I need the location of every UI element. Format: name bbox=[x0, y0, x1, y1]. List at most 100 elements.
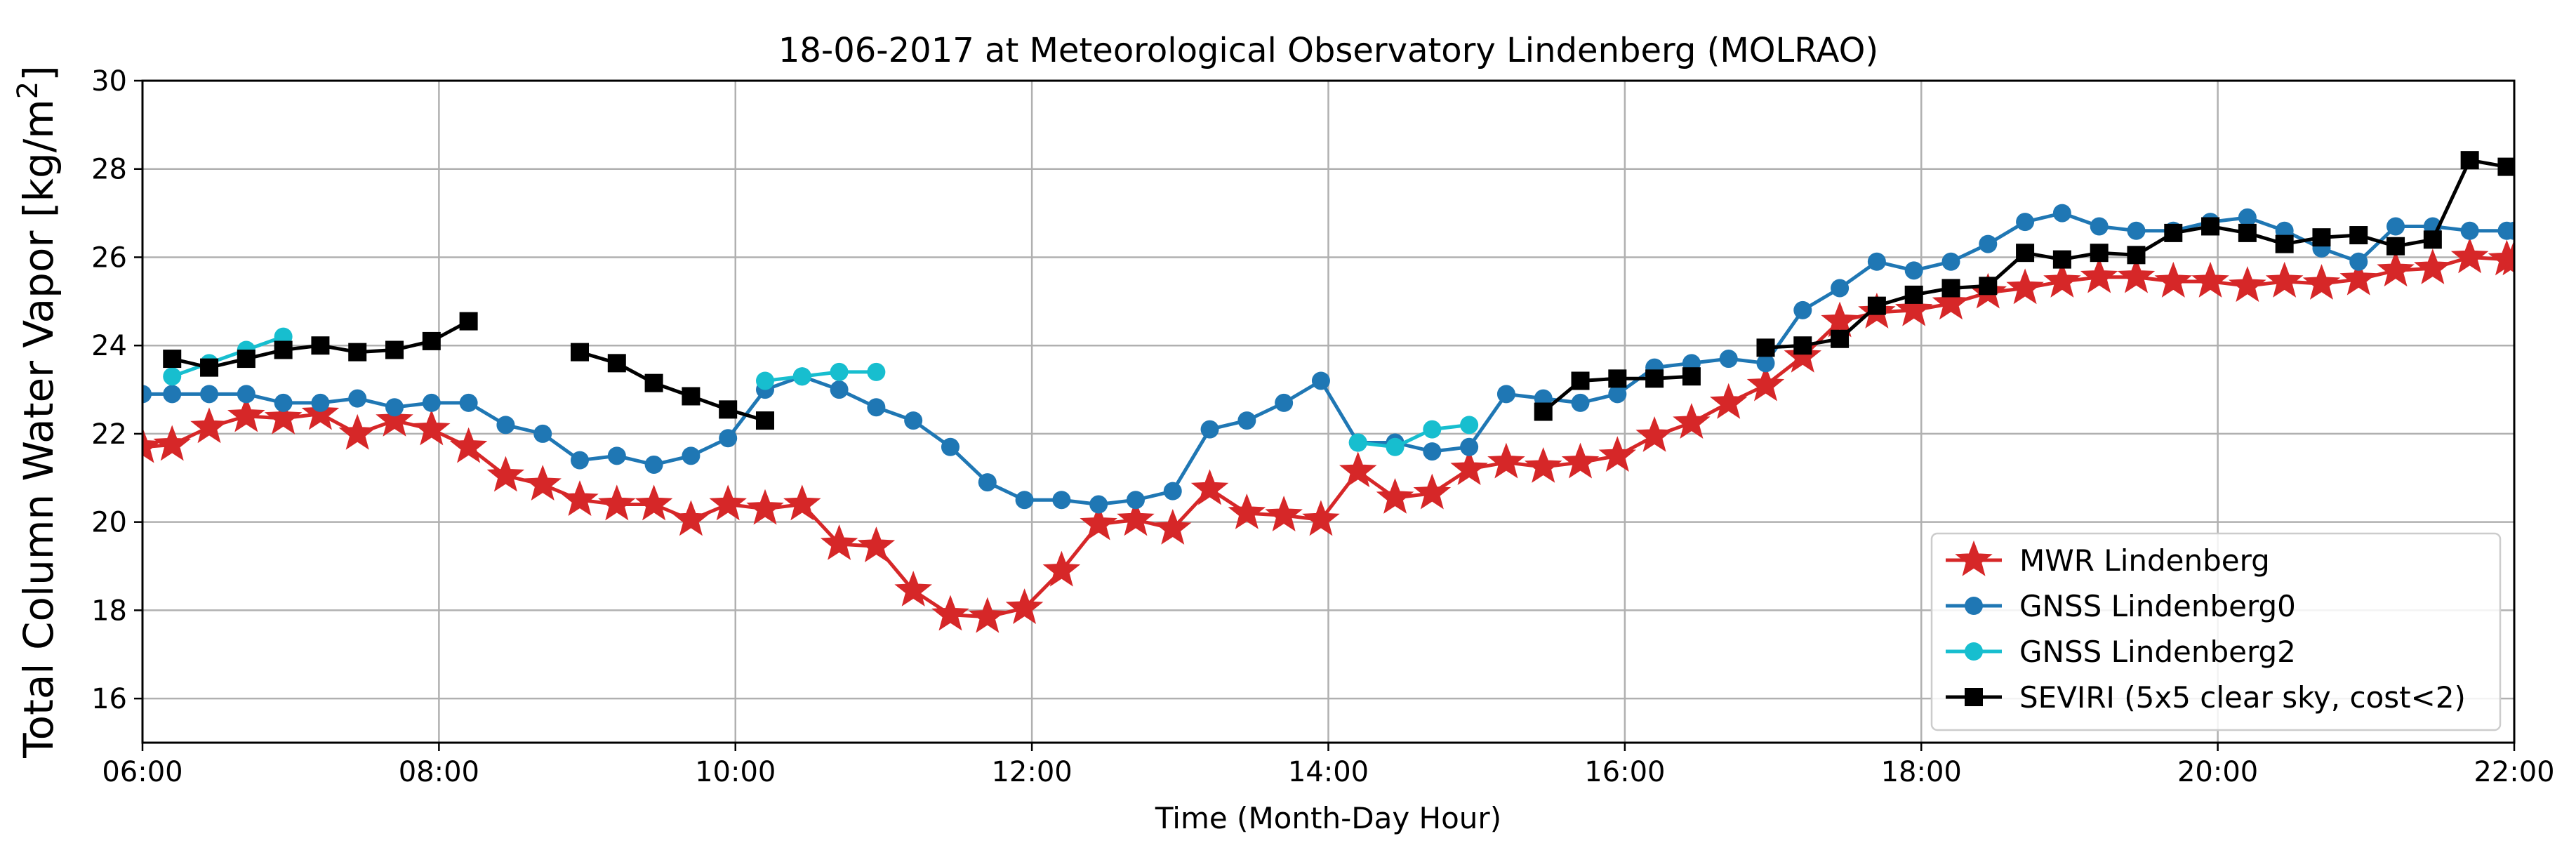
data-point-seviri-5x5-clear-sky-cost-2 bbox=[607, 354, 626, 373]
legend-label-seviri-5x5-clear-sky-cost-2: SEVIRI (5x5 clear sky, cost<2) bbox=[2019, 680, 2466, 715]
data-point-gnss-lindenberg0 bbox=[941, 437, 960, 456]
data-point-gnss-lindenberg0 bbox=[2460, 221, 2479, 240]
data-point-mwr-lindenberg bbox=[2495, 239, 2514, 276]
data-point-mwr-lindenberg bbox=[1042, 550, 1081, 587]
legend-marker-gnss-lindenberg0 bbox=[1965, 597, 1983, 615]
data-point-seviri-5x5-clear-sky-cost-2 bbox=[1979, 277, 1998, 296]
data-point-gnss-lindenberg0 bbox=[1831, 279, 1850, 298]
data-point-mwr-lindenberg bbox=[1821, 301, 1859, 338]
data-point-mwr-lindenberg bbox=[2339, 259, 2378, 296]
data-point-mwr-lindenberg bbox=[2080, 257, 2118, 293]
data-point-seviri-5x5-clear-sky-cost-2 bbox=[348, 343, 367, 362]
data-point-gnss-lindenberg0 bbox=[274, 393, 293, 412]
data-point-mwr-lindenberg bbox=[1709, 383, 1748, 419]
data-point-mwr-lindenberg bbox=[486, 456, 525, 492]
data-point-seviri-5x5-clear-sky-cost-2 bbox=[1904, 285, 1923, 304]
y-tick-label: 16 bbox=[91, 683, 127, 715]
y-tick-label: 18 bbox=[91, 595, 127, 627]
series-gnss-lindenberg0 bbox=[142, 204, 2514, 514]
data-point-mwr-lindenberg bbox=[783, 484, 821, 521]
data-point-gnss-lindenberg0 bbox=[1015, 491, 1034, 510]
data-point-mwr-lindenberg bbox=[672, 500, 710, 536]
data-point-mwr-lindenberg bbox=[857, 526, 896, 563]
data-point-gnss-lindenberg0 bbox=[311, 393, 330, 412]
data-point-gnss-lindenberg0 bbox=[1904, 261, 1923, 280]
data-point-gnss-lindenberg0 bbox=[496, 416, 515, 435]
data-point-mwr-lindenberg bbox=[1932, 284, 1970, 320]
data-point-gnss-lindenberg0 bbox=[1311, 371, 1330, 390]
data-point-mwr-lindenberg bbox=[2154, 261, 2193, 298]
data-point-seviri-5x5-clear-sky-cost-2 bbox=[200, 358, 219, 377]
data-point-gnss-lindenberg0 bbox=[1941, 252, 1960, 271]
data-point-mwr-lindenberg bbox=[190, 407, 228, 444]
data-point-mwr-lindenberg bbox=[1894, 290, 1933, 326]
data-point-mwr-lindenberg bbox=[1784, 336, 1822, 373]
data-point-gnss-lindenberg0 bbox=[682, 446, 701, 465]
y-axis-label: Total Column Water Vapor [kg/m2] bbox=[12, 65, 62, 759]
data-point-seviri-5x5-clear-sky-cost-2 bbox=[2201, 217, 2220, 236]
data-point-mwr-lindenberg bbox=[1598, 436, 1637, 472]
data-point-seviri-5x5-clear-sky-cost-2 bbox=[163, 350, 182, 369]
data-point-seviri-5x5-clear-sky-cost-2 bbox=[2164, 223, 2183, 242]
data-point-mwr-lindenberg bbox=[2006, 268, 2044, 305]
data-point-gnss-lindenberg0 bbox=[2349, 252, 2368, 271]
data-point-gnss-lindenberg0 bbox=[1571, 393, 1590, 412]
data-point-seviri-5x5-clear-sky-cost-2 bbox=[459, 312, 478, 331]
data-point-gnss-lindenberg0 bbox=[237, 385, 255, 404]
data-point-mwr-lindenberg bbox=[2302, 264, 2341, 300]
x-tick-label: 08:00 bbox=[399, 756, 479, 788]
legend-marker-seviri-5x5-clear-sky-cost-2 bbox=[1965, 688, 1983, 706]
data-point-mwr-lindenberg bbox=[561, 480, 599, 517]
data-point-gnss-lindenberg0 bbox=[2052, 204, 2071, 223]
data-point-gnss-lindenberg0 bbox=[1089, 495, 1108, 514]
y-axis-label-main: Total Column Water Vapor [kg/m bbox=[15, 99, 62, 759]
data-point-gnss-lindenberg0 bbox=[2090, 217, 2109, 236]
data-point-mwr-lindenberg bbox=[524, 465, 562, 501]
data-point-gnss-lindenberg0 bbox=[867, 398, 886, 417]
data-point-seviri-5x5-clear-sky-cost-2 bbox=[2052, 250, 2071, 269]
y-tick-label: 28 bbox=[91, 154, 127, 186]
data-point-gnss-lindenberg0 bbox=[348, 389, 367, 408]
legend-marker-mwr-lindenberg bbox=[1955, 540, 1993, 576]
x-tick-label: 18:00 bbox=[1881, 756, 1962, 788]
data-point-mwr-lindenberg bbox=[2414, 248, 2452, 284]
data-point-gnss-lindenberg0 bbox=[385, 398, 404, 417]
x-tick-label: 06:00 bbox=[102, 756, 182, 788]
data-point-gnss-lindenberg0 bbox=[422, 393, 441, 412]
data-point-gnss-lindenberg0 bbox=[1423, 442, 1442, 461]
data-point-mwr-lindenberg bbox=[1265, 496, 1303, 532]
data-point-seviri-5x5-clear-sky-cost-2 bbox=[311, 336, 330, 355]
data-point-mwr-lindenberg bbox=[2229, 266, 2266, 303]
chart-title: 18-06-2017 at Meteorological Observatory… bbox=[778, 31, 1878, 70]
data-point-seviri-5x5-clear-sky-cost-2 bbox=[755, 411, 774, 430]
data-point-mwr-lindenberg bbox=[709, 484, 747, 521]
data-point-mwr-lindenberg bbox=[1635, 416, 1673, 452]
data-point-mwr-lindenberg bbox=[1561, 442, 1600, 479]
legend-item-gnss-lindenberg2: GNSS Lindenberg2 bbox=[1946, 635, 2296, 669]
legend-label-gnss-lindenberg2: GNSS Lindenberg2 bbox=[2019, 635, 2296, 669]
data-point-gnss-lindenberg0 bbox=[1126, 491, 1145, 510]
data-point-seviri-5x5-clear-sky-cost-2 bbox=[422, 331, 441, 350]
data-point-mwr-lindenberg bbox=[227, 396, 265, 432]
data-point-seviri-5x5-clear-sky-cost-2 bbox=[719, 400, 738, 419]
data-point-gnss-lindenberg0 bbox=[2127, 221, 2146, 240]
data-point-mwr-lindenberg bbox=[1450, 449, 1488, 486]
data-point-gnss-lindenberg0 bbox=[1719, 350, 1738, 369]
data-point-seviri-5x5-clear-sky-cost-2 bbox=[274, 340, 293, 359]
x-tick-label: 20:00 bbox=[2177, 756, 2258, 788]
data-point-mwr-lindenberg bbox=[2043, 261, 2081, 298]
data-point-gnss-lindenberg2 bbox=[1386, 437, 1405, 456]
data-point-seviri-5x5-clear-sky-cost-2 bbox=[2312, 228, 2331, 247]
data-point-seviri-5x5-clear-sky-cost-2 bbox=[1534, 402, 1553, 421]
data-point-gnss-lindenberg0 bbox=[1979, 234, 1998, 253]
data-point-mwr-lindenberg bbox=[598, 484, 636, 521]
data-point-mwr-lindenberg bbox=[746, 489, 784, 525]
legend-label-gnss-lindenberg0: GNSS Lindenberg0 bbox=[2019, 589, 2296, 623]
series-line-gnss-lindenberg2 bbox=[1357, 423, 1470, 449]
x-axis-label: Time (Month-Day Hour) bbox=[1155, 801, 1501, 835]
data-point-gnss-lindenberg0 bbox=[571, 451, 590, 470]
data-point-mwr-lindenberg bbox=[1005, 588, 1044, 625]
data-point-mwr-lindenberg bbox=[820, 524, 858, 560]
data-point-seviri-5x5-clear-sky-cost-2 bbox=[1831, 329, 1850, 348]
